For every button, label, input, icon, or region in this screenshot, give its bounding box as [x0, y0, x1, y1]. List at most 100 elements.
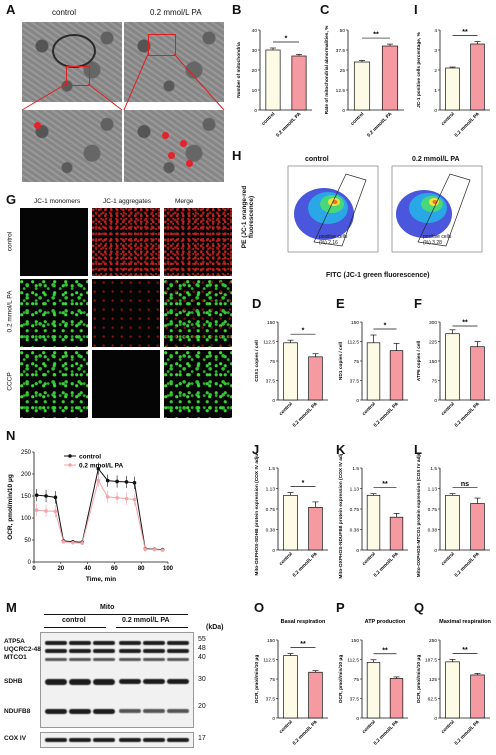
y-tick-label: 0 [356, 398, 359, 404]
bar-pa [470, 43, 485, 111]
y-tick-label: 0.38 [266, 527, 276, 533]
y-tick-label: 30 [252, 48, 258, 54]
y-tick-label: 100 [21, 516, 32, 522]
data-point [71, 540, 75, 545]
chart-title: Maximal respiration [439, 619, 491, 625]
y-tick-label: 37.5 [336, 48, 346, 54]
data-point [34, 508, 39, 512]
blot-group-control: control [62, 617, 86, 624]
panel-label-l: L [414, 442, 422, 457]
jc1-header-aggregates: JC-1 aggregates [103, 198, 152, 205]
x-tick-label: control [361, 551, 377, 567]
y-axis-label: OCR, pmol/min/10 μg [338, 655, 344, 704]
flow-ylabel: PE (JC-1 orange-red fluorescence) [241, 185, 255, 249]
data-point [124, 480, 129, 484]
x-tick-label: control [278, 719, 294, 735]
y-tick-label: 150 [267, 320, 275, 326]
y-tick-label: 2 [434, 68, 437, 74]
data-point [132, 497, 137, 502]
chart-p: ATP production 0 37.5 75 112.5 150 OCR, pmol/m… [338, 619, 408, 746]
x-tick-label: control [361, 719, 377, 735]
significance-label: ns [461, 481, 469, 488]
blot-kda-17: 17 [198, 735, 206, 742]
bar-control [366, 494, 381, 551]
series-line-pa [36, 479, 163, 551]
mitochondria-marker [186, 160, 193, 167]
em-image-pa-high [124, 110, 224, 182]
panel-label-b: B [232, 2, 242, 17]
x-tick-label: 0.2 mmol/L PA [454, 401, 482, 429]
data-point [115, 495, 119, 500]
bar-control [265, 49, 281, 111]
y-tick-label: 75 [354, 677, 360, 683]
data-point [34, 493, 39, 497]
jc1-row-pa-wrap: 0.2 mmol/L PA [4, 280, 16, 348]
y-tick-label: 3 [434, 48, 437, 54]
y-axis-label: Mito-OXPHOS-MTCO1 protein expression (CO… [416, 454, 422, 577]
y-tick-label: 112.5 [347, 339, 359, 345]
zoom-box-pa [148, 34, 176, 56]
y-tick-label: 150 [351, 638, 359, 644]
legend-marker [68, 463, 72, 467]
y-tick-label: 125 [429, 677, 437, 683]
data-point [105, 478, 110, 483]
jc1-row-cccp: CCCP [6, 372, 14, 391]
flow-ylabel-wrap: PE (JC-1 orange-red fluorescence) [240, 168, 255, 264]
x-tick-label: control [440, 551, 456, 567]
significance-label: ** [382, 647, 388, 654]
panel-label-p: P [336, 600, 345, 615]
y-tick-label: 25 [340, 68, 346, 74]
blot-label-ndufb8: NDUFB8 [4, 708, 31, 715]
jc1-header-merge: Merge [175, 198, 194, 205]
chart-c: 0 12.5 25 37.5 50 Rate of mitochondrial abnor… [324, 25, 404, 139]
blot-kda-20: 20 [198, 703, 206, 710]
x-tick-label: 20 [57, 566, 64, 572]
jc1-row-control: control [6, 231, 14, 252]
significance-label: * [302, 328, 305, 335]
bar-control [283, 494, 298, 551]
y-tick-label: 225 [429, 339, 437, 345]
significance-label: ** [373, 32, 379, 39]
y-tick-label: 50 [24, 538, 31, 544]
bar-pa [470, 346, 485, 401]
chart-d: 0 37.5 75 112.5 150 COX1 copies / cell control… [254, 320, 328, 428]
data-point [96, 466, 101, 471]
chart-f: 0 75 150 225 300 ATP6 copies / cell control0.2… [416, 320, 490, 429]
x-tick-label: 0.2 mmol/L PA [454, 551, 482, 579]
y-tick-label: 0.75 [266, 507, 276, 513]
x-tick-label: 0.2 mmol/L PA [373, 551, 401, 579]
y-tick-label: 75 [354, 359, 360, 365]
significance-label: ** [462, 29, 468, 36]
bar-pa [291, 55, 307, 111]
flow-xlabel: FITC (JC-1 green fluorescence) [326, 272, 430, 279]
panel-label-n: N [6, 428, 16, 443]
panel-label-j: J [252, 442, 260, 457]
y-tick-label: 1.5 [268, 466, 275, 472]
bar-control [283, 655, 298, 719]
em-image-control-low [22, 22, 122, 102]
jc1-row-cccp-wrap: CCCP [4, 350, 16, 418]
jc1-header-monomers: JC-1 monomers [34, 198, 81, 205]
y-tick-label: 150 [429, 359, 437, 365]
x-tick-label: 0.2 mmol/L PA [366, 111, 394, 139]
bar-control [445, 494, 460, 551]
blot-group-pa: 0.2 mmol/L PA [122, 617, 170, 624]
y-tick-label: 250 [21, 450, 32, 456]
y-axis-label: OCR, pmol/min/10 μg [7, 474, 14, 540]
y-tick-label: 1.13 [350, 486, 360, 492]
y-axis-label: ATP6 copies / cell [416, 341, 422, 381]
bar-pa [470, 674, 485, 719]
y-tick-label: 20 [252, 68, 258, 74]
blot-loading-control [40, 732, 194, 748]
bar-control [445, 67, 460, 111]
y-tick-label: 1.13 [428, 486, 438, 492]
y-tick-label: 150 [351, 320, 359, 326]
chart-j: 0 0.38 0.75 1.13 1.5 Mito-OXPHOS-SDHB protein… [254, 454, 328, 578]
panel-label-m: M [6, 600, 17, 615]
y-tick-label: 75 [432, 378, 438, 384]
bar-pa [381, 45, 399, 111]
blot-label-cox4: COX IV [4, 735, 27, 742]
data-point [152, 547, 157, 552]
panel-label-o: O [254, 600, 265, 615]
x-tick-label: 0.2 mmol/L PA [275, 111, 303, 139]
